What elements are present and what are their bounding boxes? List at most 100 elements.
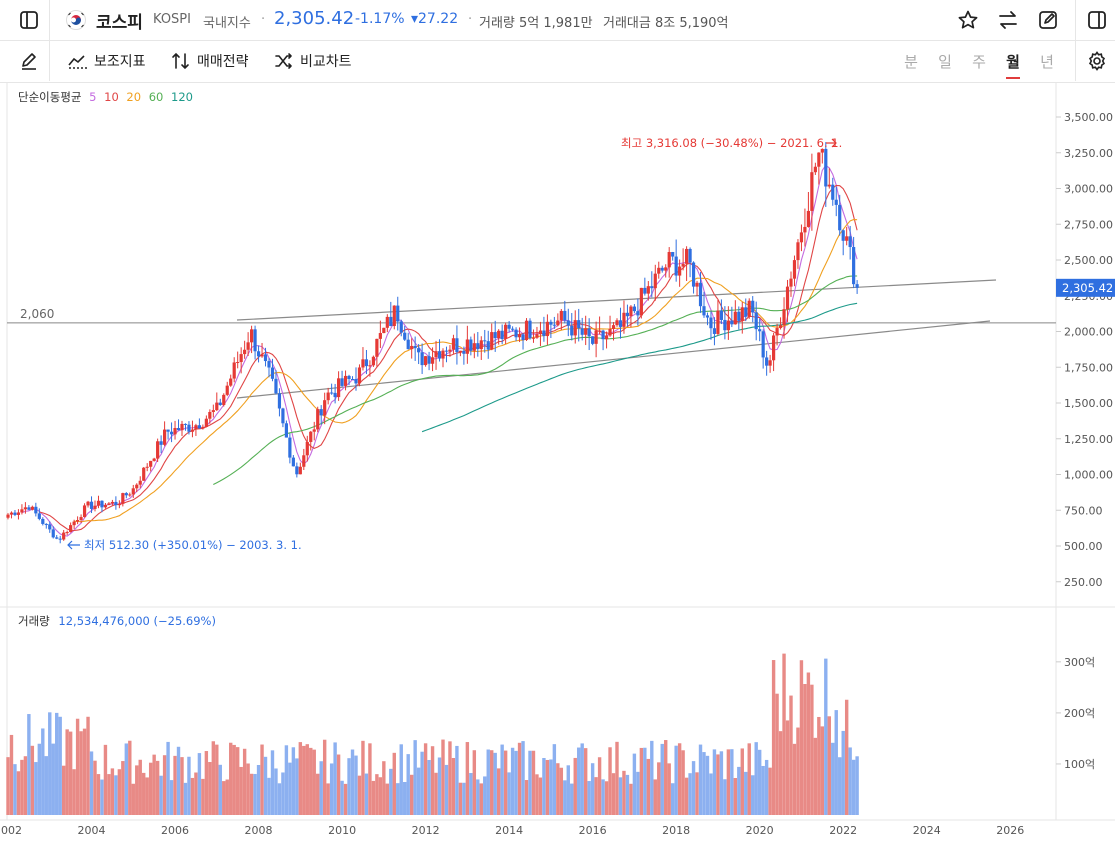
volume-bar	[30, 745, 35, 815]
period-day[interactable]: 일	[938, 52, 952, 71]
volume-bar	[667, 763, 671, 815]
volume-bar	[430, 746, 435, 815]
candle-body	[403, 332, 407, 340]
swap-icon[interactable]	[988, 0, 1028, 40]
trendline-upper[interactable]	[236, 279, 997, 321]
volume-bar	[187, 756, 191, 815]
candle-body	[737, 311, 741, 321]
candle-body	[601, 330, 605, 340]
volume-bar	[23, 756, 28, 815]
candle-body	[765, 357, 769, 366]
indicator-button[interactable]: 보조지표	[68, 41, 146, 81]
volume-bar	[573, 757, 577, 815]
candle-body	[69, 525, 73, 533]
candle-body	[424, 356, 428, 366]
volume-bar	[549, 759, 553, 815]
edit-icon[interactable]	[1028, 0, 1068, 40]
ma-60: 60	[149, 90, 164, 104]
volume-bar	[848, 747, 852, 815]
trendline-lower[interactable]	[236, 320, 991, 399]
candle-body	[782, 309, 786, 326]
period-year[interactable]: 년	[1040, 52, 1054, 71]
candle-body	[156, 441, 160, 459]
volume-bar	[465, 742, 470, 815]
strategy-button[interactable]: 매매전략	[171, 41, 249, 81]
time-tick-label: 2016	[579, 824, 607, 837]
candle-body	[775, 328, 779, 336]
panel-icon[interactable]	[1077, 0, 1115, 40]
candle-body	[500, 330, 504, 339]
time-tick-label: 2004	[78, 824, 106, 837]
period-month[interactable]: 월	[996, 41, 1030, 81]
period-minute[interactable]: 분	[904, 52, 918, 71]
candle-body	[744, 307, 748, 317]
volume-bar	[817, 716, 821, 815]
volume-bar	[235, 747, 240, 815]
candle-body	[437, 351, 442, 359]
period-week[interactable]: 주	[972, 52, 986, 71]
ma-line-10	[39, 184, 858, 532]
candle-body	[413, 345, 417, 349]
volume-bar	[834, 710, 838, 815]
candle-body	[48, 524, 52, 530]
volume-bar	[51, 743, 55, 815]
volume-bar	[152, 754, 156, 815]
candle-body	[556, 320, 560, 326]
volume-bar	[176, 746, 181, 815]
candle-body	[604, 335, 609, 340]
candle-body	[166, 429, 170, 432]
volume-bar	[6, 757, 10, 815]
volume-bar	[733, 778, 738, 815]
volume-bar	[382, 761, 386, 815]
volume-bar	[298, 742, 303, 815]
volume-bar	[302, 745, 306, 815]
candle-body	[625, 312, 630, 317]
star-icon[interactable]	[948, 0, 988, 40]
volume-bar	[789, 695, 793, 815]
candle-body	[333, 392, 337, 398]
candle-body	[504, 324, 508, 339]
volume-bar	[406, 754, 410, 815]
chart-toolbar: 보조지표 매매전략 비교차트 분 일 주 월 년	[0, 41, 1115, 83]
gear-icon[interactable]	[1077, 41, 1115, 81]
pencil-icon[interactable]	[9, 41, 49, 81]
candle-body	[514, 329, 518, 338]
volume-bar	[552, 744, 557, 815]
candle-body	[194, 425, 198, 430]
candle-body	[730, 320, 734, 325]
volume-bar	[674, 745, 678, 815]
candle-body	[848, 236, 852, 248]
volume-bar	[142, 772, 146, 815]
candle-body	[298, 466, 302, 475]
volume-bar	[782, 653, 786, 815]
candle-body	[138, 480, 142, 485]
current-price: 2,305.42	[274, 8, 355, 29]
volume-bar	[423, 743, 428, 815]
candle-body	[507, 324, 511, 329]
candle-body	[709, 317, 713, 329]
candle-body	[410, 345, 414, 350]
sidebar-toggle-icon[interactable]	[9, 0, 49, 40]
candle-body	[378, 333, 382, 339]
volume-bar	[121, 761, 125, 815]
volume-bar	[319, 761, 323, 815]
candle-body	[263, 354, 268, 362]
high-arrow-icon	[826, 138, 837, 148]
volume-bar	[180, 757, 184, 815]
candle-body	[455, 338, 459, 352]
volume-bar	[253, 773, 257, 815]
volume-bar	[810, 684, 814, 815]
volume-bar	[218, 764, 222, 815]
candle-body	[434, 351, 438, 358]
last-price-label: 2,305.42	[1062, 281, 1113, 295]
ma-legend: 단순이동평균 5 10 20 60 120	[18, 90, 193, 104]
price-chart[interactable]: 250.00 500.00 750.00 1,000.00 1,250.00 1,500.…	[0, 83, 1115, 846]
separator: ·	[261, 12, 266, 27]
candle-body	[493, 332, 497, 339]
compare-button[interactable]: 비교차트	[274, 41, 352, 81]
volume-bar	[131, 783, 135, 815]
price-tick-label: 1,500.00	[1064, 397, 1113, 410]
volume-bar	[622, 770, 626, 815]
candle-body	[598, 330, 602, 332]
volume-bar	[357, 775, 362, 815]
